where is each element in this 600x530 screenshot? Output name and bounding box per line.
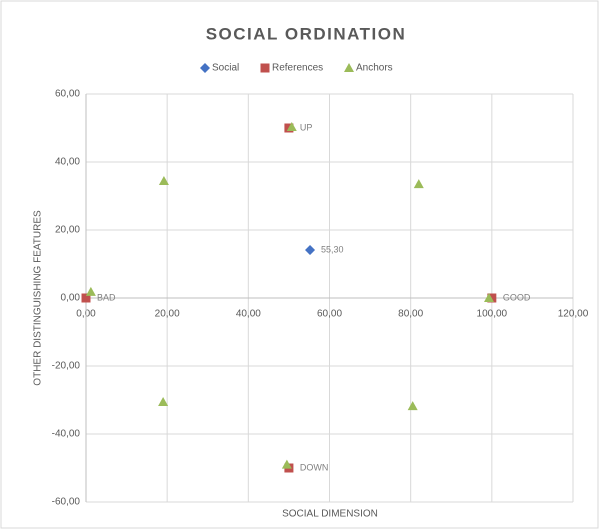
legend-label: References bbox=[272, 63, 323, 74]
point bbox=[85, 286, 96, 296]
legend-label: Anchors bbox=[356, 63, 393, 74]
point-label: BAD bbox=[97, 292, 116, 302]
x-tick-label: 100,00 bbox=[477, 309, 508, 320]
point-label: 55,30 bbox=[321, 244, 344, 254]
y-axis-title: OTHER DISTINGUISHING FEATURES bbox=[33, 210, 44, 386]
y-tick-label: -60,00 bbox=[52, 497, 81, 508]
point bbox=[487, 293, 497, 303]
point-label: DOWN bbox=[300, 462, 329, 472]
x-tick-label: 80,00 bbox=[398, 309, 423, 320]
x-tick-label: 40,00 bbox=[236, 309, 261, 320]
point bbox=[281, 459, 292, 469]
chart-title: SOCIAL ORDINATION bbox=[206, 24, 407, 43]
y-tick-label: 60,00 bbox=[55, 89, 80, 100]
point bbox=[158, 176, 169, 186]
x-tick-label: 120,00 bbox=[558, 309, 589, 320]
legend-marker bbox=[260, 63, 270, 73]
point bbox=[286, 121, 297, 131]
point bbox=[305, 245, 316, 256]
point bbox=[158, 397, 169, 407]
y-tick-label: -40,00 bbox=[52, 429, 81, 440]
y-tick-label: -20,00 bbox=[52, 361, 81, 372]
point bbox=[413, 179, 424, 189]
x-tick-label: 60,00 bbox=[317, 309, 342, 320]
y-tick-label: 40,00 bbox=[55, 157, 80, 168]
x-axis-title: SOCIAL DIMENSION bbox=[282, 509, 378, 520]
x-tick-label: 20,00 bbox=[155, 309, 180, 320]
legend-marker bbox=[200, 63, 210, 73]
legend-label: Social bbox=[212, 63, 239, 74]
point bbox=[81, 293, 91, 303]
point bbox=[407, 401, 418, 411]
legend-marker bbox=[344, 63, 354, 72]
point bbox=[483, 293, 494, 302]
y-tick-label: 0,00 bbox=[61, 293, 81, 304]
y-tick-label: 20,00 bbox=[55, 225, 80, 236]
point-label: GOOD bbox=[503, 292, 531, 302]
point-label: UP bbox=[300, 122, 313, 132]
